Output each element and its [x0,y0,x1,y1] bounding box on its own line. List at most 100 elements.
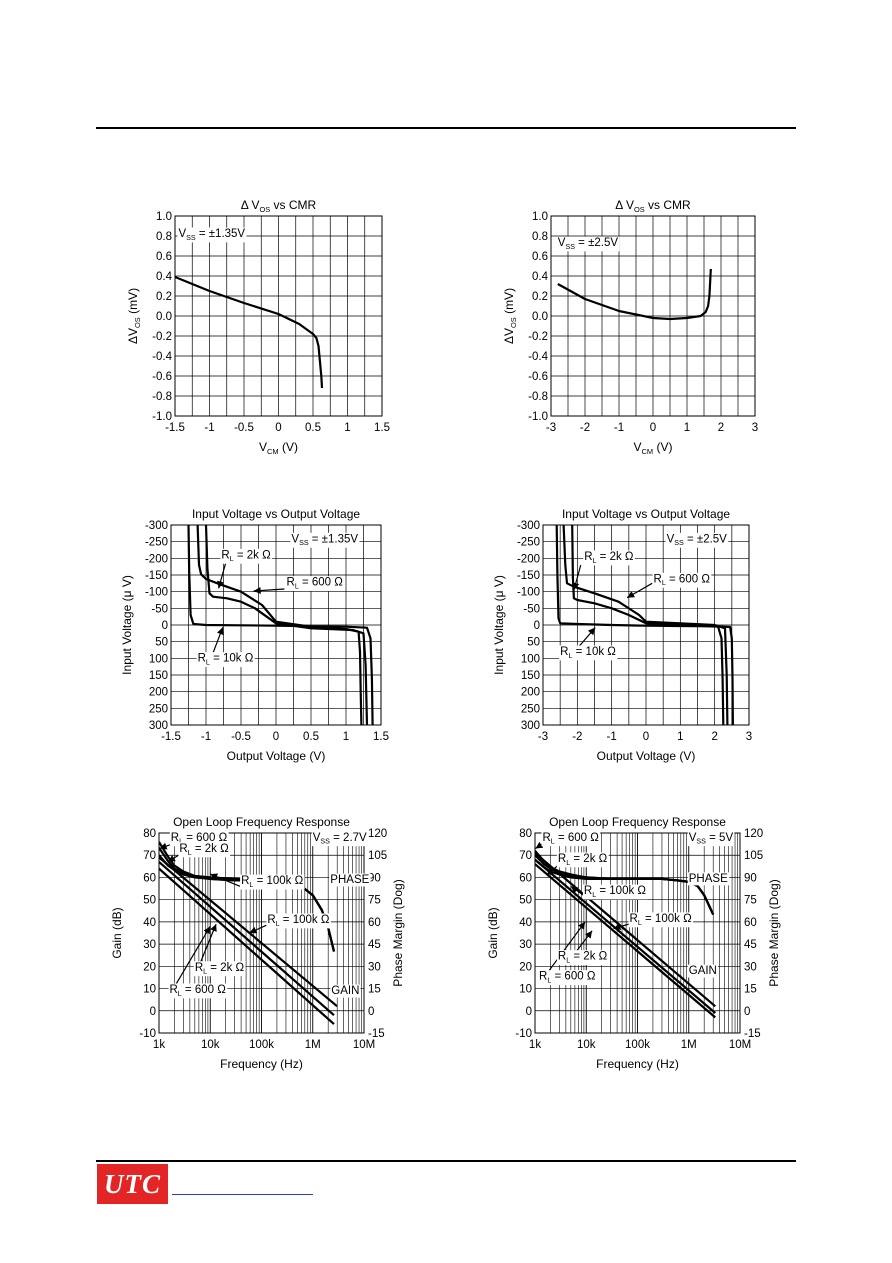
chart-input-vs-output-1v35: -1.5 -1 -0.5 0 0.5 1 1.5 -300 -250 -200 -150 -100 -5… [120,507,389,763]
y-right-tick-label: -15 [368,1028,385,1040]
y-right-tick-label: 0 [368,1006,374,1018]
y-tick-label: 0.8 [156,231,172,243]
annotation-background [687,872,730,886]
chart-annotation: RL = 600 Ω [169,984,226,998]
y-tick-label: 100 [521,653,540,665]
chart-annotation: RL = 100k Ω [630,913,693,927]
annotation-background [193,961,246,977]
x-axis-label: Frequency (Hz) [596,1057,679,1071]
chart-annotation: RL = 10k Ω [198,653,254,667]
x-tick-label: 1 [677,731,683,743]
y-right-tick-label: 120 [368,828,387,840]
x-axis-label: Frequency (Hz) [220,1057,303,1071]
header-rule [96,127,796,129]
chart-annotation: RL = 600 Ω [539,971,596,985]
y-tick-label: 0.2 [156,291,172,303]
x-tick-label: -0.5 [234,422,254,434]
annotation-arrowhead [627,591,635,598]
x-tick-label: -2 [580,422,590,434]
x-axis-label: VCM (V) [259,440,298,456]
chart-annotation: PHASE [330,874,369,886]
y-right-tick-label: 105 [368,850,387,862]
chart-annotation: RL = 100k Ω [267,914,330,928]
annotation-background [168,983,228,999]
chart-annotation: VSS = 2.7V [313,832,367,846]
x-tick-label: -1 [607,731,617,743]
footer-rule [96,1160,796,1162]
annotation-background [628,912,694,928]
y-tick-label: -150 [517,570,540,582]
y-tick-label: -0.2 [152,331,172,343]
x-axis-label: Output Voltage (V) [597,749,696,763]
y-tick-label: 50 [143,895,156,907]
chart-annotation: GAIN [331,985,359,997]
y-right-axis-label: Phase Margin (Dog) [767,879,781,986]
x-tick-label: -1.5 [165,422,185,434]
y-tick-label: 250 [521,703,540,715]
footer-link-underline[interactable] [172,1194,313,1195]
annotation-background [559,645,618,661]
series-line-2 [535,858,717,1014]
y-tick-label: -1.0 [528,411,548,423]
y-tick-label: -0.8 [152,391,172,403]
y-tick-label: -300 [145,520,168,532]
y-right-tick-label: 30 [368,961,381,973]
x-tick-label: 1k [153,1039,165,1051]
y-tick-label: 300 [149,720,168,732]
y-tick-label: -100 [145,587,168,599]
x-tick-label: 2 [718,422,724,434]
x-tick-label: 0.5 [303,731,319,743]
y-tick-label: 150 [521,670,540,682]
y-tick-label: 50 [519,895,532,907]
chart-annotation: RL = 600 Ω [542,832,599,846]
y-tick-label: 0.6 [156,251,172,263]
x-tick-label: 1.5 [374,422,390,434]
x-axis-label: VCM (V) [634,440,673,456]
y-tick-label: 150 [149,670,168,682]
x-tick-label: 10k [577,1039,596,1051]
y-right-tick-label: 45 [744,939,757,951]
x-tick-label: -3 [546,422,556,434]
utc-logo: UTC [97,1164,168,1204]
annotation-background [329,873,371,887]
annotation-arrow [543,921,586,978]
annotation-background [687,831,735,847]
annotation-background [687,964,718,978]
y-tick-label: 0.6 [532,251,548,263]
annotation-background [583,550,635,566]
annotation-arrowhead [613,923,622,930]
y-tick-label: -150 [145,570,168,582]
chart-annotation: VSS = ±1.35V [291,533,358,547]
annotation-arrowhead [217,580,224,589]
y-tick-label: -0.8 [528,391,548,403]
y-tick-label: -1.0 [152,411,172,423]
x-tick-label: 0.5 [305,422,321,434]
x-tick-label: 100k [625,1039,650,1051]
chart-title: Input Voltage vs Output Voltage [192,507,360,521]
y-tick-label: -0.4 [528,351,548,363]
y-right-tick-label: -15 [744,1028,761,1040]
y-tick-label: 0.0 [532,311,548,323]
chart-annotation: VSS = ±2.5V [667,533,728,547]
chart-annotation: VSS = 5V [689,832,734,846]
y-tick-label: 70 [143,850,156,862]
chart-annotation: RL = 600 Ω [654,573,711,587]
y-tick-label: 20 [519,961,532,973]
x-tick-label: 0 [650,422,656,434]
y-tick-label: 250 [149,703,168,715]
chart-annotation: VSS = ±2.5V [558,237,619,251]
x-tick-label: 10M [353,1039,375,1051]
series-line-3 [555,525,734,725]
series-line-2 [159,861,335,1017]
y-right-tick-label: 75 [744,895,757,907]
annotation-arrowhead [249,926,258,934]
y-tick-label: -0.2 [528,331,548,343]
utc-logo-text: UTC [104,1168,161,1199]
annotation-background [311,831,369,847]
y-tick-label: -200 [517,553,540,565]
chart-open-loop-response-5v: 1k 10k 100k 1M 10M 80 70 60 50 40 30 20 10 0 -10 120 105… [486,815,781,1071]
y-axis-label: Gain (dB) [110,907,124,958]
annotation-arrowhead [535,841,544,849]
series-line-2 [204,525,369,725]
y-tick-label: -10 [139,1028,156,1040]
